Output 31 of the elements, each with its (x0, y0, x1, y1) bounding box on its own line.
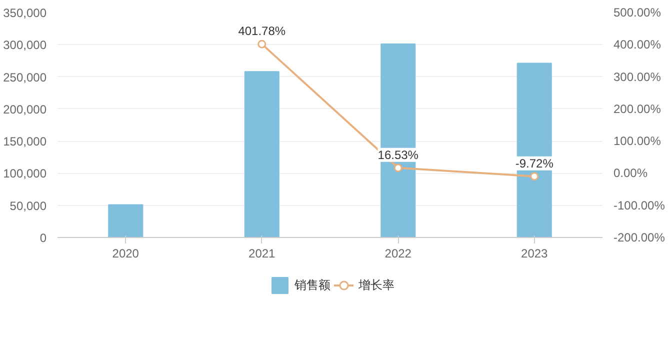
data-label: 401.78% (238, 24, 286, 38)
y-tick-label: 250,000 (3, 70, 47, 84)
y2-tick-label: 200.00% (614, 102, 662, 116)
data-label: -9.72% (515, 156, 554, 170)
y2-tick-label: -100.00% (614, 198, 666, 212)
bar (108, 204, 144, 238)
bar (244, 71, 280, 238)
point (394, 164, 402, 172)
y-tick-label: 300,000 (3, 38, 47, 52)
y-tick-label: 50,000 (10, 198, 47, 213)
y2-tick-label: 300.00% (614, 70, 662, 84)
y-tick-label: 200,000 (3, 102, 47, 116)
x-tick-label: 2021 (248, 246, 276, 260)
x-tick-label: 2022 (384, 246, 412, 260)
y-tick-label: 0 (40, 231, 47, 245)
legend-label: 增长率 (358, 276, 394, 294)
y2-tick-label: -200.00% (614, 230, 666, 244)
point (530, 172, 539, 181)
x-tick-label: 2023 (521, 246, 548, 260)
bar (516, 62, 552, 238)
point (258, 40, 266, 48)
x-tick-label: 2020 (112, 246, 140, 260)
y-tick-label: 100,000 (3, 166, 47, 181)
y2-tick-label: 400.00% (614, 38, 662, 52)
data-label: 16.53% (378, 148, 419, 162)
y2-tick-label: 0.00% (614, 166, 648, 180)
y2-tick-label: 100.00% (614, 134, 662, 148)
legend-label: 销售额 (294, 276, 330, 294)
y-tick-label: 350,000 (3, 6, 47, 20)
y2-tick-label: 500.00% (614, 6, 662, 20)
y-tick-label: 150,000 (3, 134, 47, 149)
